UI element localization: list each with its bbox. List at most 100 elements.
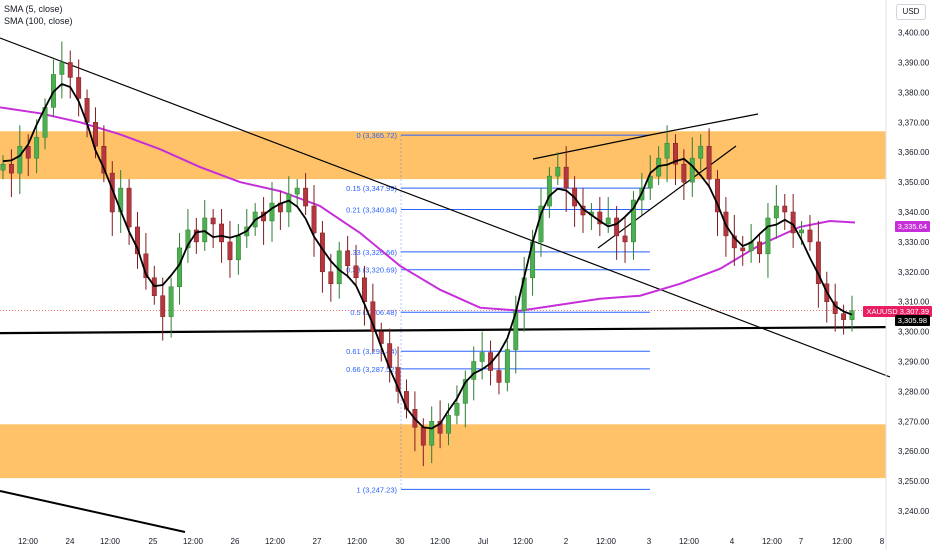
candle-body [202,217,208,243]
candle-body [294,187,300,195]
price-axis[interactable]: 3,240.00 3,250.00 3,260.00 3,270.00 3,280.00… [885,0,930,550]
x-tick-label: 30 [396,537,405,546]
y-tick-label: 3,310.00 [898,298,930,307]
y-tick-label: 3,380.00 [898,88,930,97]
x-tick-label: 25 [149,537,158,546]
candle-body [25,145,31,159]
legend-sma100[interactable]: SMA (100, close) [4,16,73,26]
y-tick-label: 3,330.00 [898,238,930,247]
x-tick-label: 4 [730,537,735,546]
symbol-label: XAUUSD [866,307,898,316]
trendline-2 [649,113,759,136]
candle-body [715,178,720,213]
candle-body [160,295,166,317]
candle-body [799,229,805,234]
candle-body [269,202,275,222]
y-tick-label: 3,300.00 [898,328,930,337]
trendline-1 [532,134,651,160]
fib-label: 0.21 (3,340.84) [346,205,397,214]
candle-body [773,205,779,219]
sma100-price-tag: 3,335.64 [894,221,930,232]
y-tick-label: 3,240.00 [898,507,930,516]
time-axis[interactable]: 12:00 24 12:00 25 12:00 26 12:00 27 12:00 30 12:00… [18,537,885,546]
candle-body [168,286,174,317]
candle-body [622,235,628,243]
candle-body [807,229,813,243]
candle-body [446,415,451,434]
candle-body [76,77,82,99]
x-tick-label: 12:00 [762,537,783,546]
prev-price-tag: 3,305.98 [894,315,930,326]
x-tick-label: 12:00 [430,537,451,546]
candle-body [563,166,569,189]
trendline-3 [597,145,737,249]
candle-body [59,62,65,75]
candle-body [765,217,771,255]
candle-body [630,199,636,243]
y-tick-label: 3,290.00 [898,358,930,367]
currency-button[interactable]: USD [896,4,926,20]
candle-body [647,175,653,189]
candle-body [101,145,107,174]
x-tick-label: 12:00 [183,537,204,546]
candle-body [8,163,14,174]
y-tick-label: 3,360.00 [898,148,930,157]
candle-body [17,145,23,174]
sma-100-line [0,106,856,312]
candle-body [782,205,788,213]
candle-body [227,241,233,261]
x-tick-label: 12:00 [596,537,617,546]
candle-body [462,379,468,404]
candle-body [219,223,225,243]
x-tick-label: 27 [313,537,322,546]
y-tick-label: 3,320.00 [898,268,930,277]
candle-body [328,271,334,285]
y-tick-label: 3,260.00 [898,447,930,456]
candle-body [0,163,6,171]
trendline-0 [0,37,891,378]
trendlines[interactable] [0,37,891,533]
fib-label: 0.38 (3,320.69) [346,266,397,275]
y-tick-label: 3,400.00 [898,29,930,38]
candle-body [555,166,561,177]
x-tick-label: 12:00 [347,537,368,546]
candle-body [471,361,477,380]
x-tick-label: 2 [564,537,569,546]
candle-body [673,142,678,165]
candle-body [395,367,401,392]
candle-body [496,370,502,383]
candle-body [546,175,552,207]
candle-body [841,313,847,320]
candle-body [362,277,367,302]
indicator-legend: SMA (5, close) SMA (100, close) [4,3,73,27]
supply-demand-zones [0,131,886,479]
symbol-price-tag: XAUUSD 3,307.39 [863,306,932,317]
fib-label: 1 (3,247.23) [357,485,398,494]
fib-label: 0.15 (3,347.99) [346,184,397,193]
y-tick-label: 3,350.00 [898,178,930,187]
candle-body [345,250,351,267]
candlesticks [0,41,855,467]
fib-label: 0.61 (3,293.44) [346,347,397,356]
y-tick-label: 3,270.00 [898,417,930,426]
candle-body [235,235,241,261]
x-tick-label: 3 [647,537,652,546]
fib-label: 0 (3,365.72) [357,131,398,140]
sma-5-line [2,82,853,430]
y-tick-label: 3,390.00 [898,59,930,68]
fibonacci-retracement[interactable]: 0 (3,365.72) 0.15 (3,347.99) 0.21 (3,340.8… [346,131,650,494]
zone-1 [0,424,886,479]
candle-body [605,217,611,225]
x-tick-label: 24 [66,537,75,546]
x-tick-label: Jul [478,537,488,546]
legend-sma5[interactable]: SMA (5, close) [4,4,63,14]
x-tick-label: 12:00 [679,537,700,546]
x-tick-label: 8 [880,537,885,546]
candle-body [126,187,132,228]
candle-body [303,187,309,207]
y-tick-label: 3,370.00 [898,118,930,127]
candle-body [757,241,762,255]
trendline-4 [0,490,186,533]
zone-0 [0,131,886,180]
